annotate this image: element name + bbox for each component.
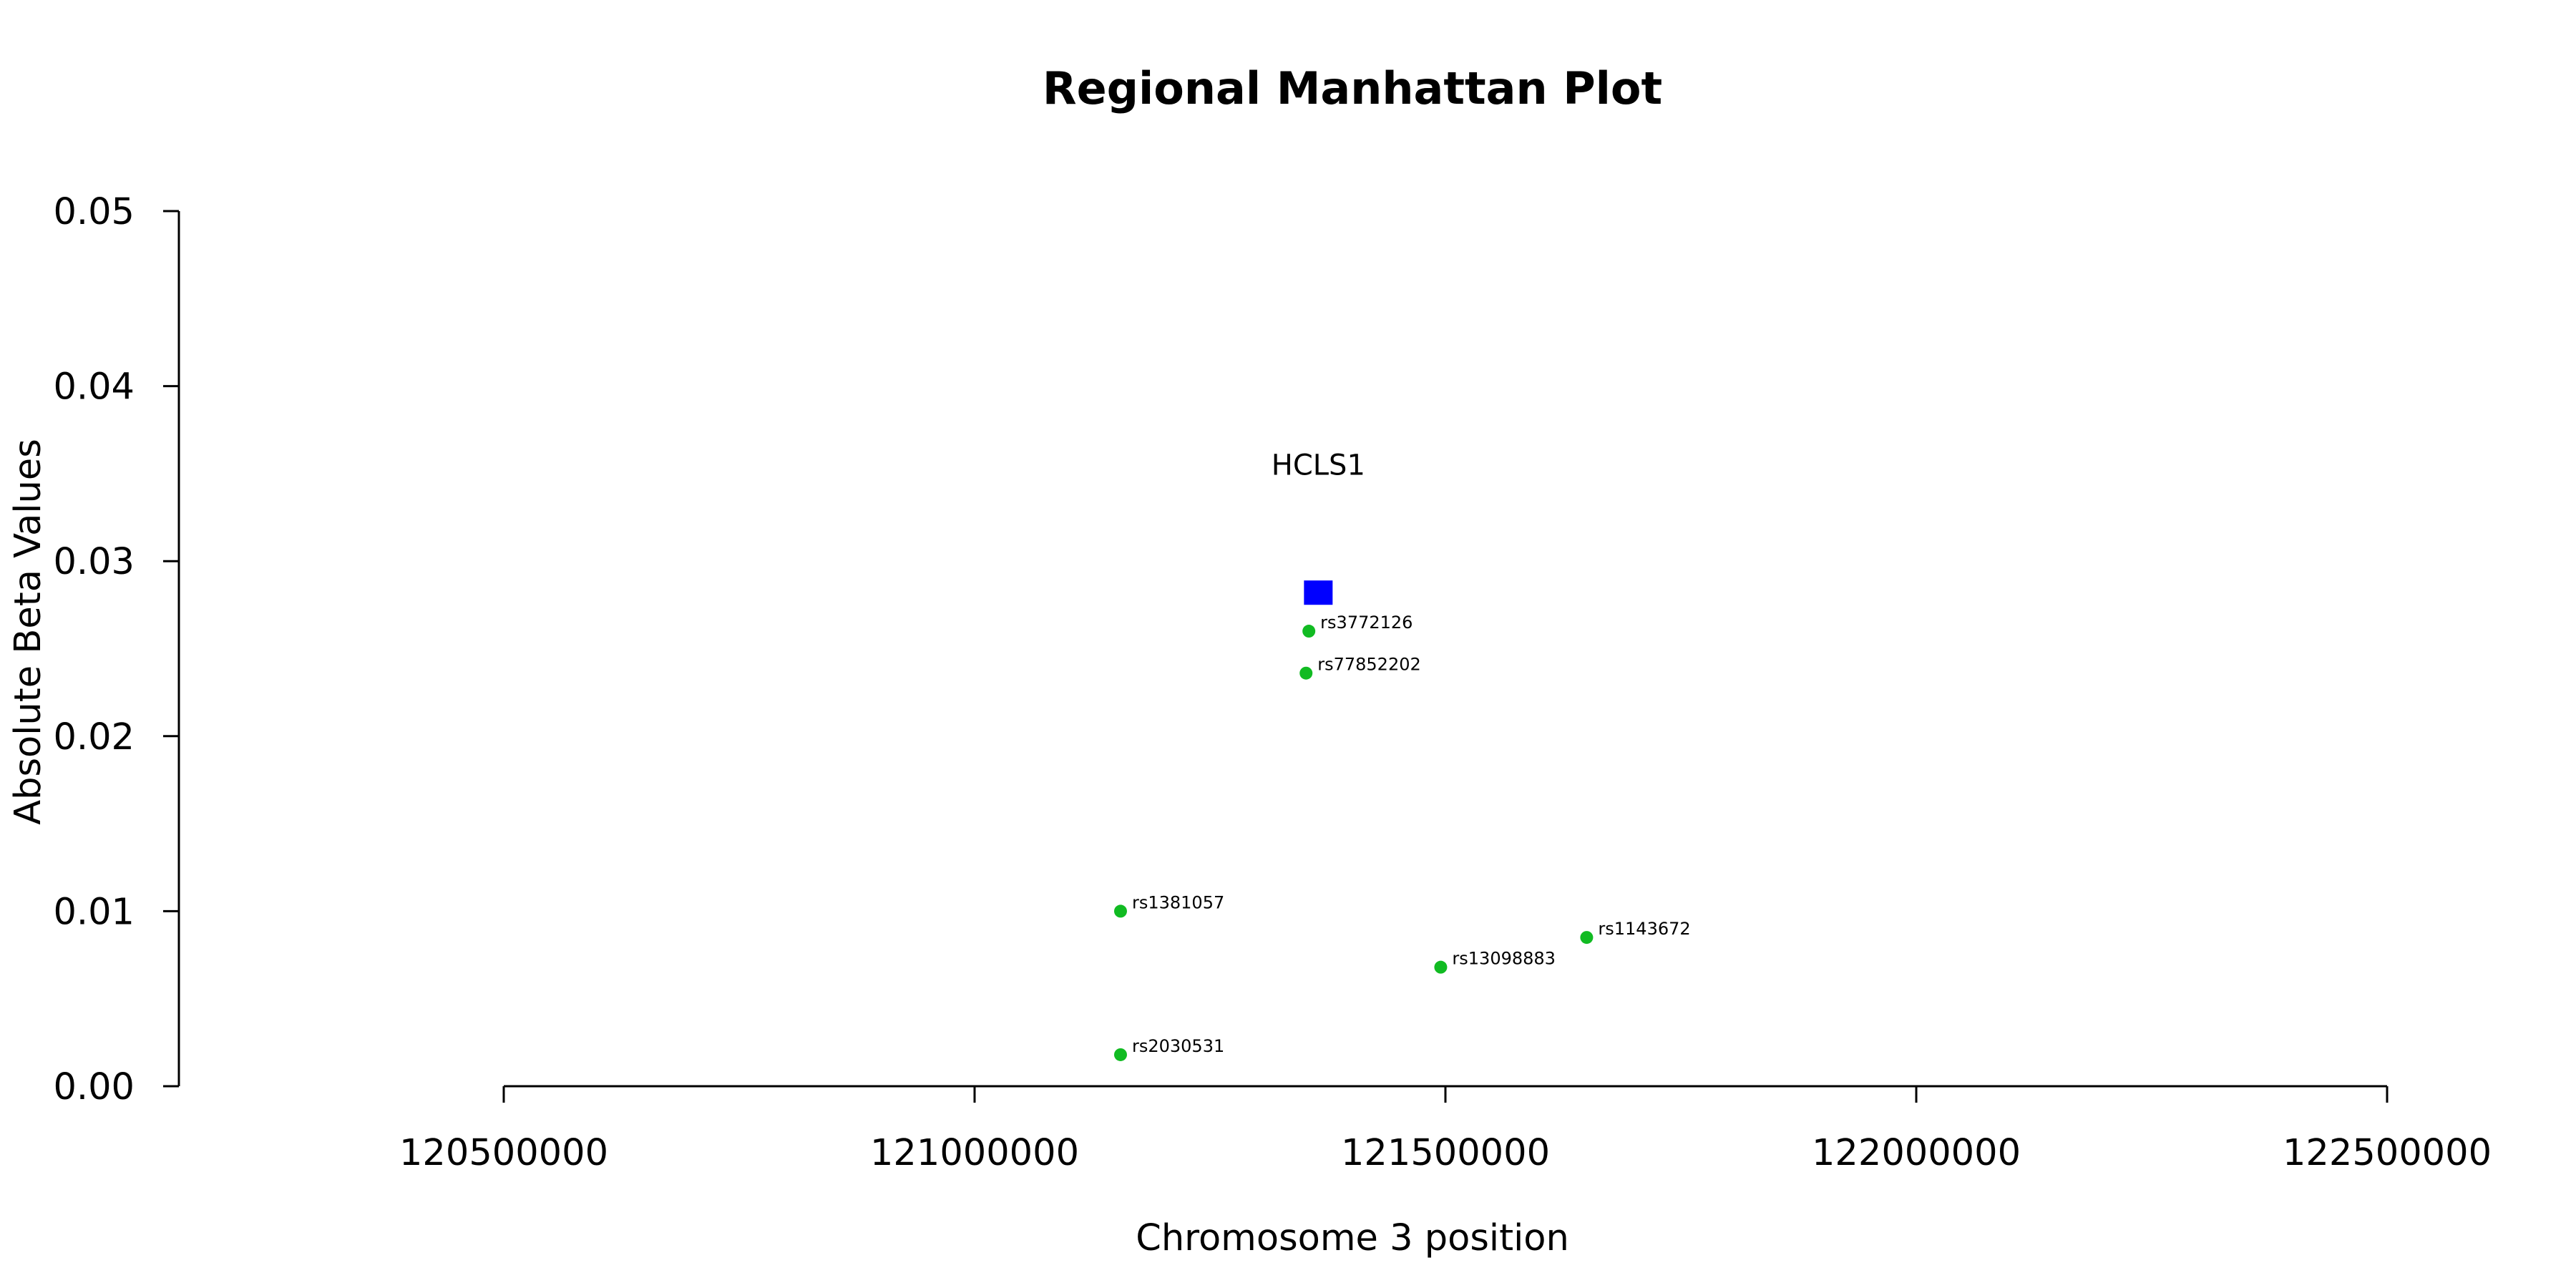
y-tick-label: 0.00: [53, 1066, 135, 1108]
gene-layer: HCLS1: [1272, 449, 1365, 605]
snp-point: [1113, 904, 1127, 918]
x-axis: 120500000 121000000 121500000 122000000 1225…: [399, 1085, 2492, 1174]
y-tick-label: 0.01: [53, 891, 135, 933]
y-axis: 0.00 0.01 0.02 0.03 0.04 0.05: [53, 191, 180, 1108]
snp-point: [1434, 960, 1448, 974]
y-tick-label: 0.02: [53, 716, 135, 758]
y-ticks: 0.00 0.01 0.02 0.03 0.04 0.05: [53, 191, 179, 1108]
snp-label: rs2030531: [1132, 1036, 1224, 1056]
y-axis-title: Absolute Beta Values: [7, 439, 49, 825]
snp-label: rs1143672: [1598, 919, 1690, 939]
snp-point: [1580, 931, 1594, 945]
y-tick-label: 0.05: [53, 191, 135, 233]
gene-marker: [1304, 580, 1333, 605]
y-tick-label: 0.03: [53, 541, 135, 583]
x-tick-label: 121000000: [870, 1132, 1079, 1174]
x-axis-title: Chromosome 3 position: [1136, 1217, 1569, 1259]
y-tick-label: 0.04: [53, 366, 135, 409]
x-tick-label: 122000000: [1812, 1132, 2021, 1174]
snp-point: [1299, 666, 1313, 680]
x-ticks: 120500000 121000000 121500000 122000000 1225…: [399, 1086, 2492, 1174]
snp-points: rs3772126 rs77852202 rs1381057 rs1143672 rs1…: [1113, 613, 1691, 1061]
x-tick-label: 120500000: [399, 1132, 608, 1174]
snp-label: rs3772126: [1320, 613, 1413, 633]
snp-point: [1113, 1048, 1127, 1061]
x-tick-label: 122500000: [2283, 1132, 2492, 1174]
gene-label: HCLS1: [1272, 449, 1365, 482]
chart-title: Regional Manhattan Plot: [1043, 62, 1662, 114]
snp-point: [1302, 625, 1316, 638]
snp-label: rs1381057: [1132, 892, 1224, 912]
x-tick-label: 121500000: [1341, 1132, 1550, 1174]
snp-label: rs77852202: [1317, 655, 1421, 675]
snp-label: rs13098883: [1452, 949, 1556, 969]
